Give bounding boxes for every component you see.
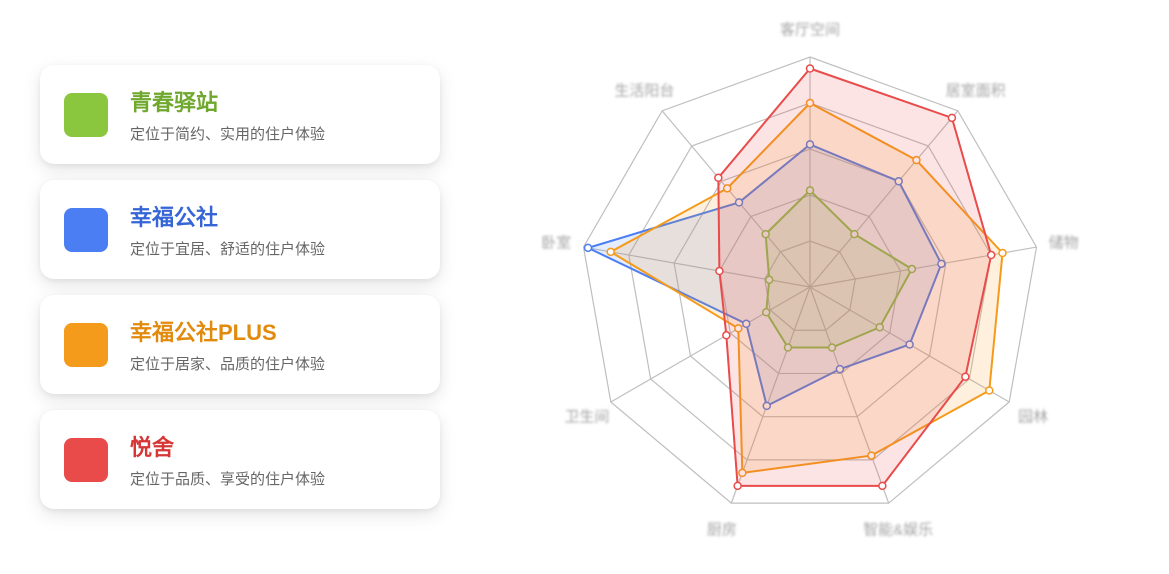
radar-chart [440, 0, 1169, 574]
legend-panel: 青春驿站 定位于简约、实用的住户体验 幸福公社 定位于宜居、舒适的住户体验 幸福… [40, 65, 440, 509]
legend-card: 青春驿站 定位于简约、实用的住户体验 [40, 65, 440, 164]
legend-text: 幸福公社 定位于宜居、舒适的住户体验 [130, 200, 325, 259]
legend-swatch [64, 438, 108, 482]
legend-card: 悦舍 定位于品质、享受的住户体验 [40, 410, 440, 509]
legend-subtitle: 定位于品质、享受的住户体验 [130, 468, 325, 489]
legend-card: 幸福公社 定位于宜居、舒适的住户体验 [40, 180, 440, 279]
radar-marker [988, 252, 995, 259]
radar-axis-label: 卧室 [541, 232, 571, 253]
radar-series [718, 69, 991, 486]
radar-marker [807, 65, 814, 72]
legend-subtitle: 定位于居家、品质的住户体验 [130, 353, 325, 374]
radar-marker [948, 114, 955, 121]
legend-text: 幸福公社PLUS 定位于居家、品质的住户体验 [130, 315, 325, 374]
radar-marker [999, 250, 1006, 257]
legend-subtitle: 定位于宜居、舒适的住户体验 [130, 238, 325, 259]
legend-swatch [64, 208, 108, 252]
legend-text: 青春驿站 定位于简约、实用的住户体验 [130, 85, 325, 144]
radar-axis-label: 居室面积 [946, 79, 1006, 100]
radar-axis-label: 厨房 [707, 519, 737, 540]
radar-marker [734, 482, 741, 489]
radar-axis-label: 卫生间 [564, 405, 609, 426]
radar-marker [879, 482, 886, 489]
radar-axis-label: 园林 [1018, 405, 1048, 426]
radar-marker [607, 248, 614, 255]
radar-axis-label: 生活阳台 [614, 79, 674, 100]
radar-axis-label: 储物 [1049, 232, 1079, 253]
legend-card: 幸福公社PLUS 定位于居家、品质的住户体验 [40, 295, 440, 394]
radar-chart-container: 客厅空间居室面积储物园林智能&娱乐 厨房 卫生间 卧室 生活阳台 [440, 0, 1169, 574]
legend-swatch [64, 323, 108, 367]
radar-marker [986, 387, 993, 394]
radar-axis-label: 智能&娱乐 [863, 519, 933, 540]
legend-subtitle: 定位于简约、实用的住户体验 [130, 123, 325, 144]
legend-text: 悦舍 定位于品质、享受的住户体验 [130, 430, 325, 489]
radar-marker [723, 332, 730, 339]
radar-axis-label: 客厅空间 [780, 19, 840, 40]
legend-title: 幸福公社 [130, 200, 325, 232]
legend-title: 幸福公社PLUS [130, 315, 325, 347]
radar-marker [962, 373, 969, 380]
legend-title: 青春驿站 [130, 85, 325, 117]
legend-title: 悦舍 [130, 430, 325, 462]
legend-swatch [64, 93, 108, 137]
radar-marker [715, 174, 722, 181]
radar-marker [716, 268, 723, 275]
radar-marker [585, 244, 592, 251]
